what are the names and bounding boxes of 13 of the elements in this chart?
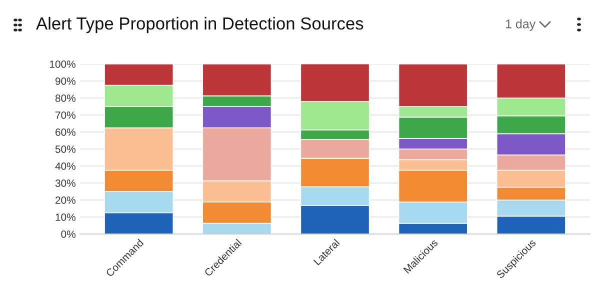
y-tick-label: 60%: [56, 128, 76, 136]
y-tick-label: 30%: [55, 180, 76, 187]
text: 1 day: [506, 19, 536, 31]
y-tick-label: 20%: [56, 196, 76, 204]
y-tick-label: 40%: [55, 162, 76, 170]
y-tick-label: 80%: [55, 94, 76, 102]
y-tick-label: 50%: [55, 146, 76, 153]
y-tick-label: 100%: [50, 60, 76, 68]
y-tick-label: 90%: [55, 78, 76, 85]
y-tick-label: 70%: [56, 112, 76, 119]
y-tick-label: 10%: [56, 214, 76, 221]
chart-title: Alert Type Proportion in Detection Sources: [36, 16, 364, 34]
y-tick-label: 0%: [61, 230, 76, 238]
